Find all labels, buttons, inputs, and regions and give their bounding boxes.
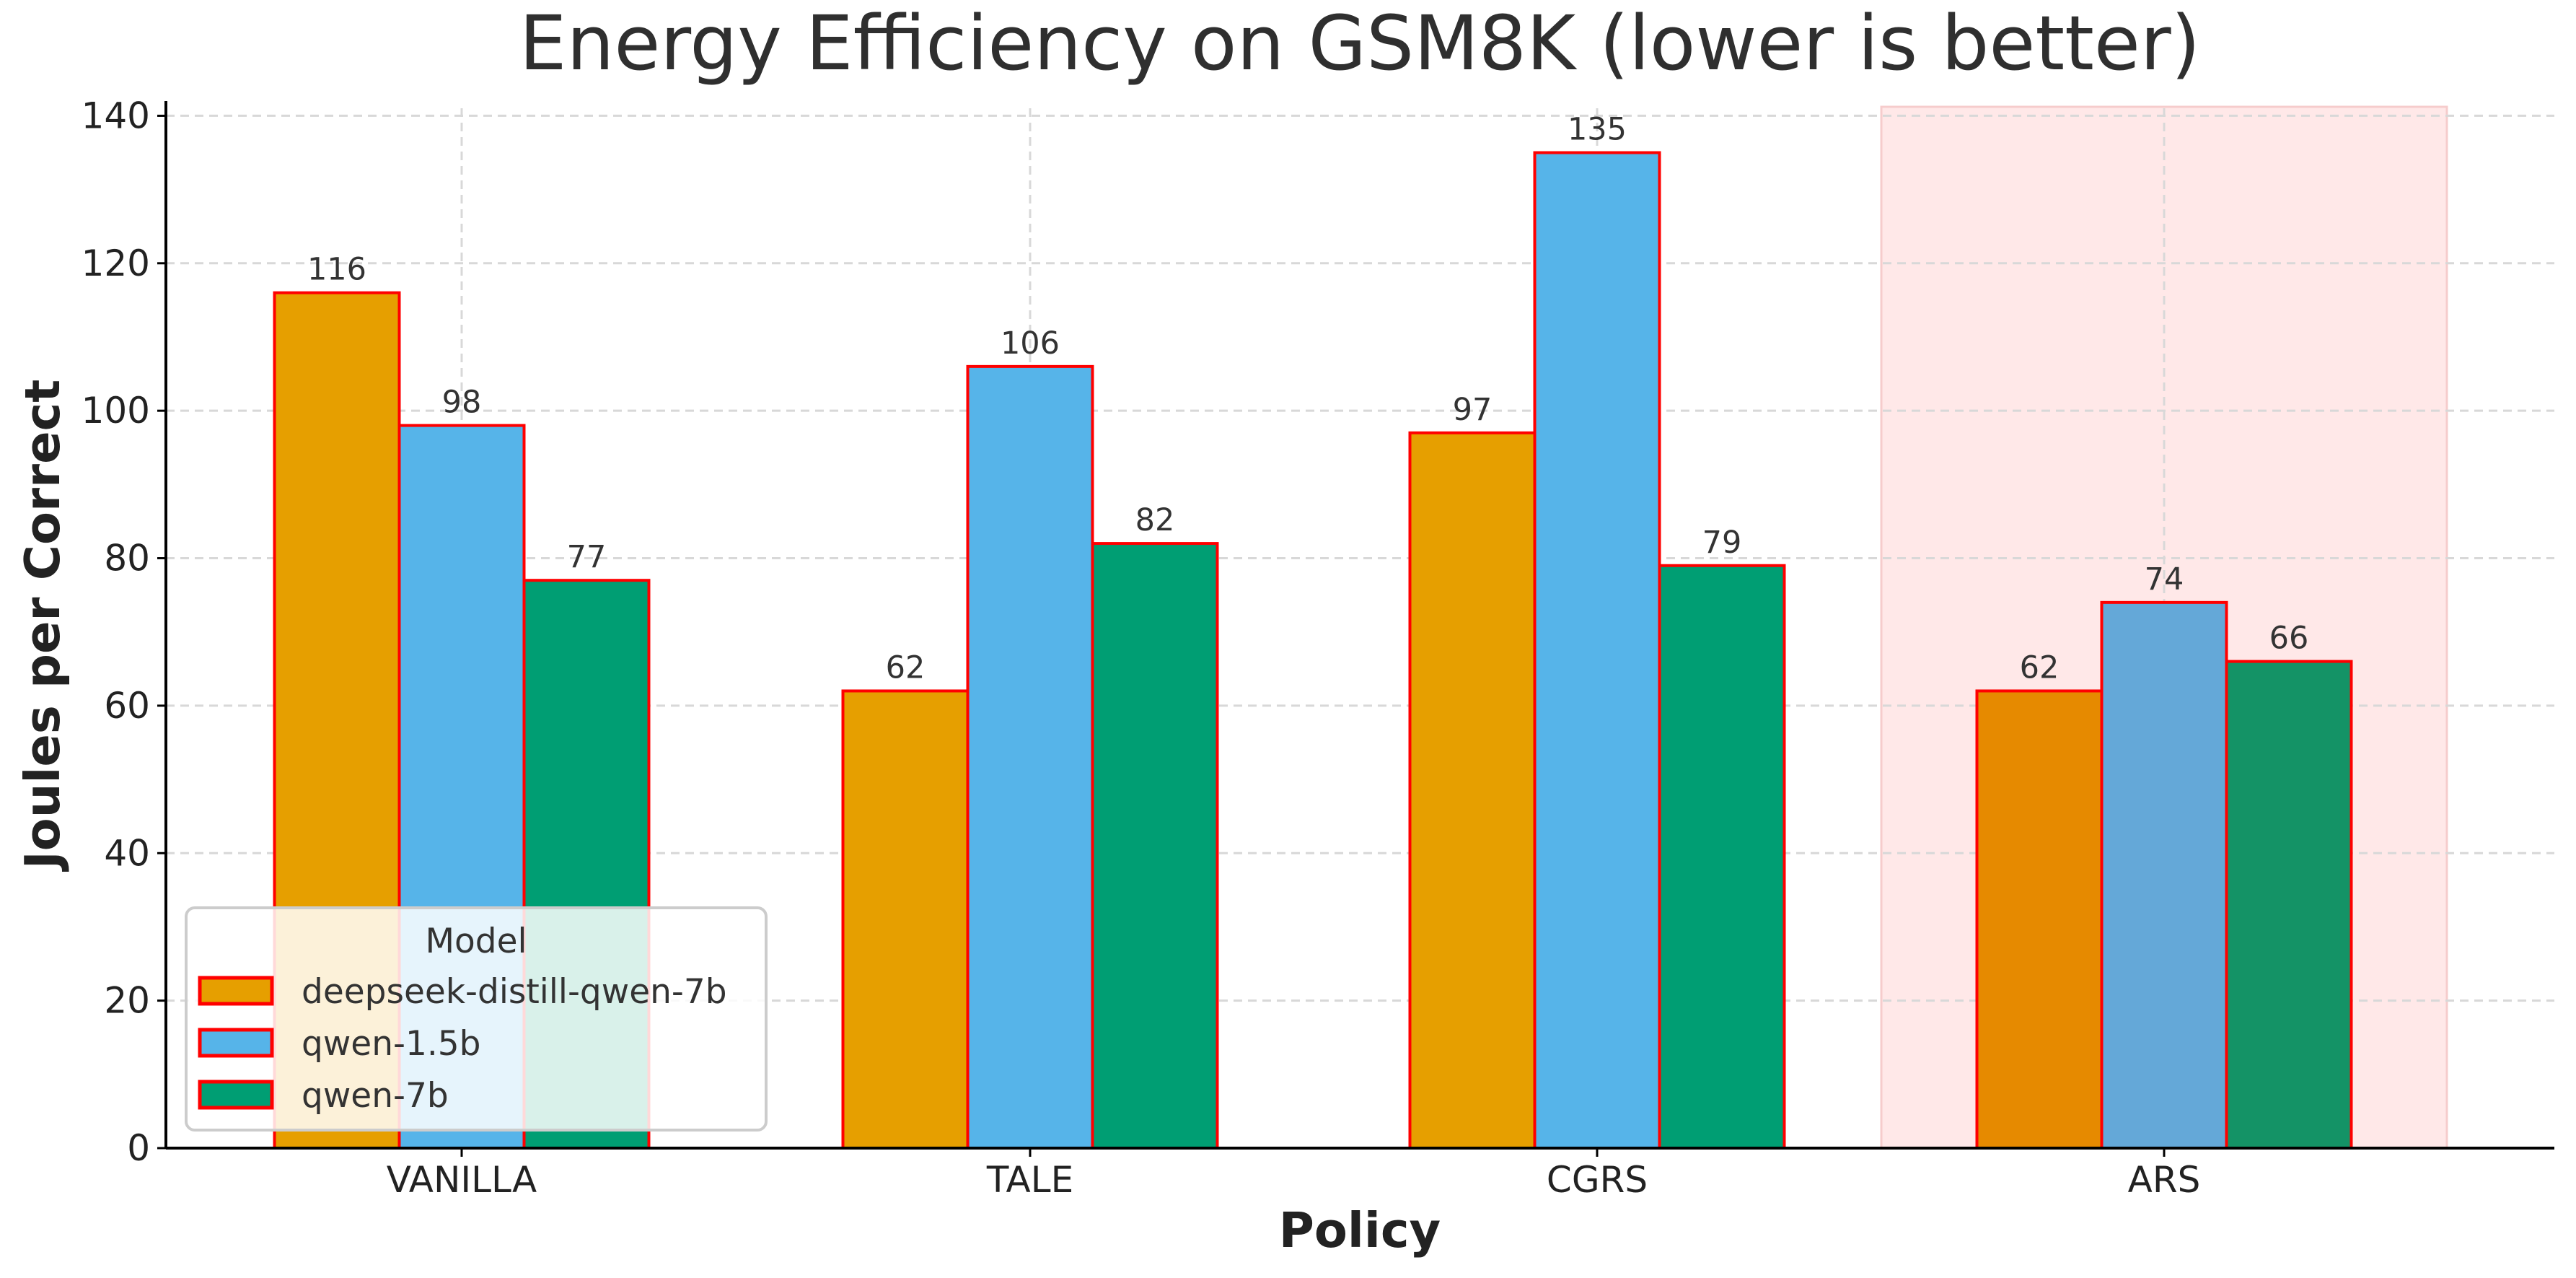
bar-tale-qwen-7b bbox=[1091, 542, 1219, 1150]
y-tick-label-60: 60 bbox=[104, 685, 150, 727]
x-axis-title: Policy bbox=[1279, 1202, 1441, 1259]
axis-layer bbox=[157, 101, 2554, 1157]
data-label-cgrs-deepseek-distill-qwen-7b: 97 bbox=[1453, 392, 1493, 428]
y-tick-label-0: 0 bbox=[127, 1127, 150, 1169]
legend: Model deepseek-distill-qwen-7b qwen-1.5b… bbox=[185, 906, 768, 1132]
y-axis-title: Joules per Correct bbox=[14, 380, 71, 872]
x-tick-label-ars: ARS bbox=[2128, 1159, 2201, 1201]
legend-label-qwen-7b: qwen-7b bbox=[302, 1076, 449, 1116]
data-label-vanilla-deepseek-distill-qwen-7b: 116 bbox=[307, 252, 366, 288]
legend-box bbox=[185, 906, 768, 1132]
bar-ars-qwen-7b bbox=[2225, 660, 2353, 1150]
y-tick-label-140: 140 bbox=[82, 95, 150, 136]
data-label-ars-qwen-7b: 66 bbox=[2269, 621, 2309, 657]
chart-title: Energy Efficiency on GSM8K (lower is bet… bbox=[519, 0, 2201, 87]
x-tick-label-cgrs: CGRS bbox=[1547, 1159, 1648, 1201]
data-label-vanilla-qwen-1-5b: 98 bbox=[442, 385, 482, 421]
bar-ars-qwen-1-5b bbox=[2100, 600, 2228, 1150]
y-tick-label-40: 40 bbox=[104, 832, 150, 874]
y-tick-label-120: 120 bbox=[82, 242, 150, 284]
bar-cgrs-qwen-7b bbox=[1658, 564, 1786, 1150]
legend-label-deepseek-distill-qwen-7b: deepseek-distill-qwen-7b bbox=[302, 972, 727, 1012]
y-tick-label-80: 80 bbox=[104, 538, 150, 579]
bar-cgrs-qwen-1-5b bbox=[1533, 151, 1661, 1150]
data-label-tale-qwen-1-5b: 106 bbox=[1001, 325, 1060, 362]
x-tick-label-tale: TALE bbox=[986, 1159, 1073, 1201]
data-label-cgrs-qwen-1-5b: 135 bbox=[1568, 112, 1627, 148]
bar-tale-deepseek-distill-qwen-7b bbox=[841, 689, 970, 1150]
x-tick-label-vanilla: VANILLA bbox=[387, 1159, 537, 1201]
bar-ars-deepseek-distill-qwen-7b bbox=[1975, 689, 2104, 1150]
y-tick-label-20: 20 bbox=[104, 980, 150, 1022]
legend-label-qwen-1-5b: qwen-1.5b bbox=[302, 1024, 481, 1064]
data-label-vanilla-qwen-7b: 77 bbox=[567, 539, 607, 575]
legend-swatch-qwen-7b bbox=[198, 1080, 274, 1110]
data-label-tale-deepseek-distill-qwen-7b: 62 bbox=[886, 649, 926, 686]
label-layer: 116 98 77 62 106 82 97 135 79 62 74 66 0 20 40 60 80 100 1… bbox=[82, 95, 2309, 1201]
data-label-tale-qwen-7b: 82 bbox=[1135, 502, 1175, 538]
data-label-cgrs-qwen-7b: 79 bbox=[1702, 525, 1742, 561]
data-label-ars-deepseek-distill-qwen-7b: 62 bbox=[2020, 649, 2060, 686]
bar-tale-qwen-1-5b bbox=[966, 364, 1094, 1150]
data-label-ars-qwen-1-5b: 74 bbox=[2145, 561, 2184, 598]
y-tick-label-100: 100 bbox=[82, 390, 150, 432]
legend-swatch-qwen-1-5b bbox=[198, 1028, 274, 1058]
bar-cgrs-deepseek-distill-qwen-7b bbox=[1408, 431, 1537, 1150]
legend-swatch-deepseek-distill-qwen-7b bbox=[198, 976, 274, 1006]
legend-title: Model bbox=[425, 922, 527, 961]
